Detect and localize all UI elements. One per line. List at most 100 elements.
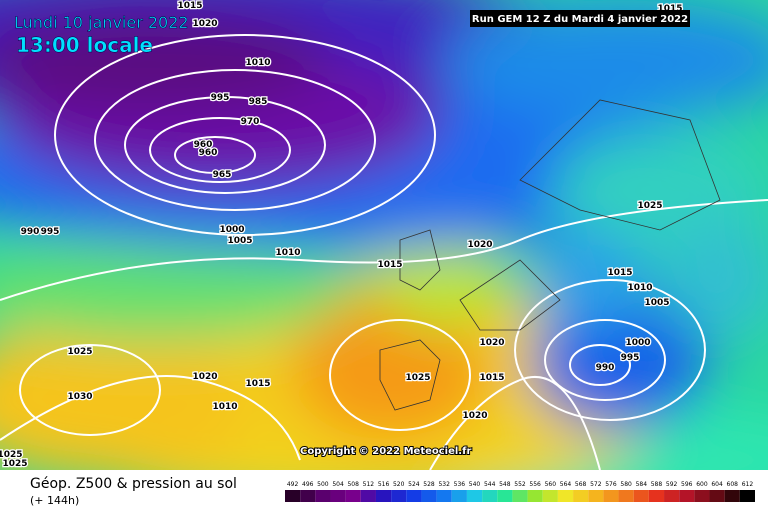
isobar-label: 1030 [67,392,92,402]
legend-swatch [391,490,407,502]
isobar-label: 990 [21,227,40,237]
run-box [470,10,690,27]
legend-swatch [285,490,301,502]
legend-value: 492 [287,481,299,488]
isobar-label: 1020 [192,372,217,382]
legend-value: 524 [408,481,420,488]
isobar-label: 1010 [212,402,237,412]
legend-swatch [406,490,422,502]
legend-swatch [588,490,604,502]
isobar-label: 1020 [192,19,217,29]
legend-value: 512 [363,481,375,488]
coastlines [379,99,721,411]
legend-value: 612 [742,481,754,488]
legend-value: 540 [469,481,481,488]
legend-swatch [603,490,619,502]
legend-value: 572 [590,481,602,488]
copyright: Copyright © 2022 Meteociel.fr [300,446,471,457]
isobar-label: 1015 [245,379,270,389]
legend-swatch [451,490,467,502]
legend-value: 548 [499,481,511,488]
isobar-label: 990 [596,363,615,373]
footer-title: Géop. Z500 & pression au sol [30,476,237,492]
isobar-label: 1020 [467,240,492,250]
footer-subtitle: (+ 144h) [30,494,79,507]
isobar-label: 1015 [479,373,504,383]
legend-swatch [573,490,589,502]
legend-swatch [557,490,574,502]
legend-value: 564 [560,481,572,488]
legend-swatch [618,490,634,502]
isobar-label: 995 [211,93,230,103]
isobar-label: 1020 [479,338,504,348]
legend-swatch [330,490,346,502]
legend-swatch [421,490,437,502]
legend-value: 584 [636,481,648,488]
isobar-label: 960 [194,140,213,150]
legend-value: 516 [378,481,390,488]
legend-value: 608 [727,481,739,488]
isobar-label: 1005 [227,236,252,246]
legend-swatch [542,490,558,502]
isobar-label: 1015 [607,268,632,278]
legend-value: 588 [651,481,663,488]
legend-swatch [482,490,498,502]
isobar-label: 1015 [377,260,402,270]
legend-swatch [512,490,528,502]
legend-value: 576 [605,481,617,488]
legend-swatch [694,490,710,502]
run-info: Run GEM 12 Z du Mardi 4 janvier 2022 [472,14,688,25]
legend-value: 552 [514,481,526,488]
isobar-label: 1025 [637,201,662,211]
isobar-label: 1020 [462,411,487,421]
legend-swatch [724,490,740,502]
isobar-label: 995 [41,227,60,237]
isobar-label: 1005 [644,298,669,308]
isobar-label: 965 [213,170,232,180]
legend-swatch [633,490,649,502]
isobar-label: 970 [241,117,260,127]
legend-value: 504 [332,481,344,488]
time: 13:00 locale [16,33,153,57]
isobar-label: 1000 [625,338,650,348]
legend-value: 520 [393,481,405,488]
legend-value: 568 [575,481,587,488]
legend-value: 508 [347,481,359,488]
legend-value: 556 [529,481,541,488]
isobar-label: 995 [621,353,640,363]
legend-value: 536 [454,481,466,488]
legend-swatch [648,490,665,502]
legend-value: 604 [711,481,723,488]
date: Lundi 10 janvier 2022 [14,13,189,32]
legend-swatch [664,490,680,502]
legend-swatch [466,490,483,502]
legend-swatch [375,490,392,502]
legend-value: 528 [423,481,435,488]
legend-swatch [739,490,755,502]
legend-swatch [436,490,452,502]
isobar-label: 1025 [67,347,92,357]
legend-value: 544 [484,481,496,488]
isobar-label: 960 [199,148,218,158]
legend-value: 600 [696,481,708,488]
isobar-label: 1015 [177,1,202,11]
legend-swatch [345,490,361,502]
legend-swatch [315,490,331,502]
legend: 492 496 500 504 508 512 516 520 524 528 532 536 540 5… [285,481,755,502]
isobar-label: 1010 [275,248,300,258]
isobar-label: 985 [249,97,268,107]
legend-value: 500 [317,481,329,488]
isobar-label: 1010 [245,58,270,68]
legend-value: 592 [666,481,678,488]
isobar-label: 1025 [405,373,430,383]
legend-swatch [527,490,543,502]
legend-swatch [709,490,725,502]
legend-value: 560 [545,481,557,488]
legend-value: 580 [620,481,632,488]
isobar-label: 1000 [219,225,244,235]
legend-value: 532 [438,481,450,488]
legend-swatch [300,490,316,502]
